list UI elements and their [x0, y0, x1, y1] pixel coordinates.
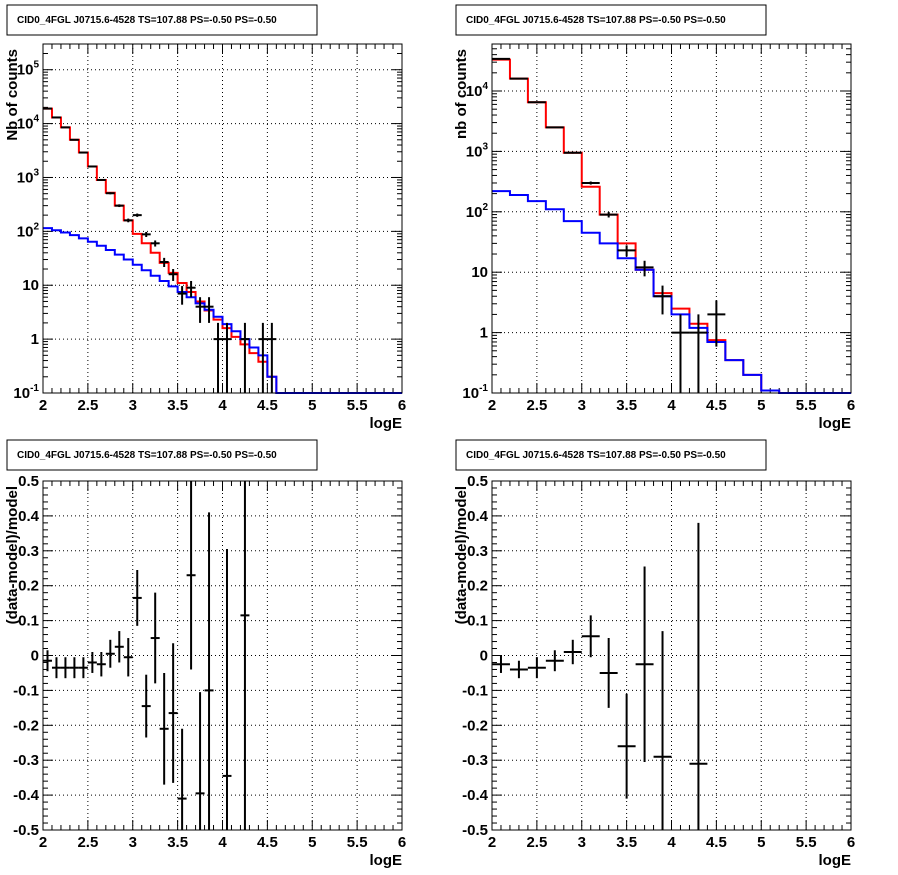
x-tick-label: 3 [578, 834, 586, 851]
y-tick-label: 1 [31, 331, 39, 348]
chart-title: CID0_4FGL J0715.6-4528 TS=107.88 PS=-0.5… [17, 450, 277, 461]
x-tick-label: 5 [308, 834, 316, 851]
x-tick-label: 5.5 [347, 834, 368, 851]
title-box [6, 439, 318, 471]
x-axis-label: logE [370, 852, 403, 869]
x-tick-label: 4 [667, 397, 676, 414]
y-tick-label: 0.3 [467, 543, 488, 560]
x-tick-label: 2.5 [526, 397, 547, 414]
x-tick-label: 2 [39, 397, 47, 414]
x-tick-label: 2 [488, 834, 496, 851]
x-tick-label: 6 [847, 397, 855, 414]
x-tick-label: 5 [757, 834, 765, 851]
x-tick-label: 2.5 [77, 834, 98, 851]
plot-frame [491, 480, 852, 831]
y-tick-label: 0.1 [467, 613, 488, 630]
x-tick-label: 3.5 [616, 397, 637, 414]
panel-top-right-counts: 2 2.5 3 3.5 4 4.5 5 5.5 6 10-1 1 10 102 103 104 logE nb … [453, 4, 855, 432]
chart-title: CID0_4FGL J0715.6-4528 TS=107.88 PS=-0.5… [466, 450, 726, 461]
x-tick-label: 5 [757, 397, 765, 414]
y-tick-label: 1 [480, 325, 488, 342]
x-tick-label: 4.5 [257, 834, 278, 851]
y-tick-label: -0.3 [13, 752, 39, 769]
y-tick-label: 102 [17, 221, 40, 240]
y-tick-label: 0.5 [18, 473, 39, 490]
x-tick-label: 5.5 [347, 397, 368, 414]
x-tick-label: 3.5 [616, 834, 637, 851]
y-tick-label: 0 [31, 648, 39, 665]
y-tick-label: 0.3 [18, 543, 39, 560]
y-tick-label: 0.1 [18, 613, 39, 630]
x-tick-label: 4 [218, 397, 227, 414]
x-tick-label: 3 [129, 834, 137, 851]
x-axis-label: logE [819, 852, 852, 869]
title-box [455, 4, 767, 36]
y-tick-label: 0.5 [467, 473, 488, 490]
chart-title: CID0_4FGL J0715.6-4528 TS=107.88 PS=-0.5… [466, 15, 726, 26]
x-tick-label: 5.5 [796, 834, 817, 851]
y-tick-label: -0.2 [13, 717, 39, 734]
x-tick-label: 4 [667, 834, 676, 851]
x-tick-label: 4.5 [706, 834, 727, 851]
x-axis-label: logE [370, 415, 403, 432]
x-tick-label: 3 [578, 397, 586, 414]
chart-title: CID0_4FGL J0715.6-4528 TS=107.88 PS=-0.5… [17, 15, 277, 26]
y-tick-label: 103 [17, 167, 40, 186]
x-tick-label: 4 [218, 834, 227, 851]
y-tick-label: 0 [480, 648, 488, 665]
x-tick-label: 6 [847, 834, 855, 851]
y-tick-label: 103 [466, 141, 489, 160]
model-total-histogram [492, 58, 851, 394]
y-tick-label: 10 [22, 277, 39, 294]
panel-top-left-counts: 2 2.5 3 3.5 4 4.5 5 5.5 6 10-1 1 10 102 103 104 105 logE… [4, 4, 406, 432]
panel-bottom-left-residuals: 2 2.5 3 3.5 4 4.5 5 5.5 6 -0.5 -0.4 -0.3 -0.2 -0.1 0 0.… [4, 439, 406, 869]
x-tick-label: 3.5 [167, 834, 188, 851]
y-tick-label: 104 [466, 81, 489, 100]
y-tick-label: 105 [17, 60, 40, 79]
plot-frame [491, 43, 852, 394]
x-tick-label: 2 [488, 397, 496, 414]
y-axis-label: nb of counts [453, 49, 470, 139]
y-tick-label: 0.2 [18, 578, 39, 595]
y-tick-label: -0.4 [13, 787, 40, 804]
y-tick-label: -0.1 [13, 682, 39, 699]
x-tick-label: 2.5 [77, 397, 98, 414]
y-tick-label: 10-1 [462, 383, 488, 402]
y-axis-label: Nb of counts [4, 49, 21, 141]
y-tick-label: -0.1 [462, 682, 488, 699]
x-axis-label: logE [819, 415, 852, 432]
x-tick-label: 4.5 [706, 397, 727, 414]
y-tick-label: -0.2 [462, 717, 488, 734]
y-tick-label: 102 [466, 202, 489, 221]
model-total-histogram [43, 107, 402, 394]
y-tick-label: 0.4 [467, 508, 489, 525]
x-tick-label: 6 [398, 834, 406, 851]
y-tick-label: 0.4 [18, 508, 40, 525]
x-tick-label: 2 [39, 834, 47, 851]
y-tick-label: 104 [17, 114, 40, 133]
panel-bottom-right-residuals: 2 2.5 3 3.5 4 4.5 5 5.5 6 -0.5 -0.4 -0.3 -0.2 -0.1 0 0.… [453, 439, 855, 869]
y-tick-label: -0.4 [462, 787, 489, 804]
x-tick-label: 6 [398, 397, 406, 414]
y-tick-label: 10-1 [13, 383, 39, 402]
y-axis-label: (data-model)/model [453, 486, 470, 624]
title-box [6, 4, 318, 36]
x-tick-label: 3 [129, 397, 137, 414]
y-tick-label: -0.3 [462, 752, 488, 769]
x-tick-label: 5 [308, 397, 316, 414]
y-tick-label: 0.2 [467, 578, 488, 595]
x-tick-label: 5.5 [796, 397, 817, 414]
y-tick-label: -0.5 [13, 822, 39, 839]
x-tick-label: 3.5 [167, 397, 188, 414]
y-axis-label: (data-model)/model [4, 486, 21, 624]
x-tick-label: 2.5 [526, 834, 547, 851]
plot-frame [42, 480, 403, 831]
y-tick-label: -0.5 [462, 822, 488, 839]
x-tick-label: 4.5 [257, 397, 278, 414]
y-tick-label: 10 [471, 264, 488, 281]
plot-frame [42, 43, 403, 394]
title-box [455, 439, 767, 471]
